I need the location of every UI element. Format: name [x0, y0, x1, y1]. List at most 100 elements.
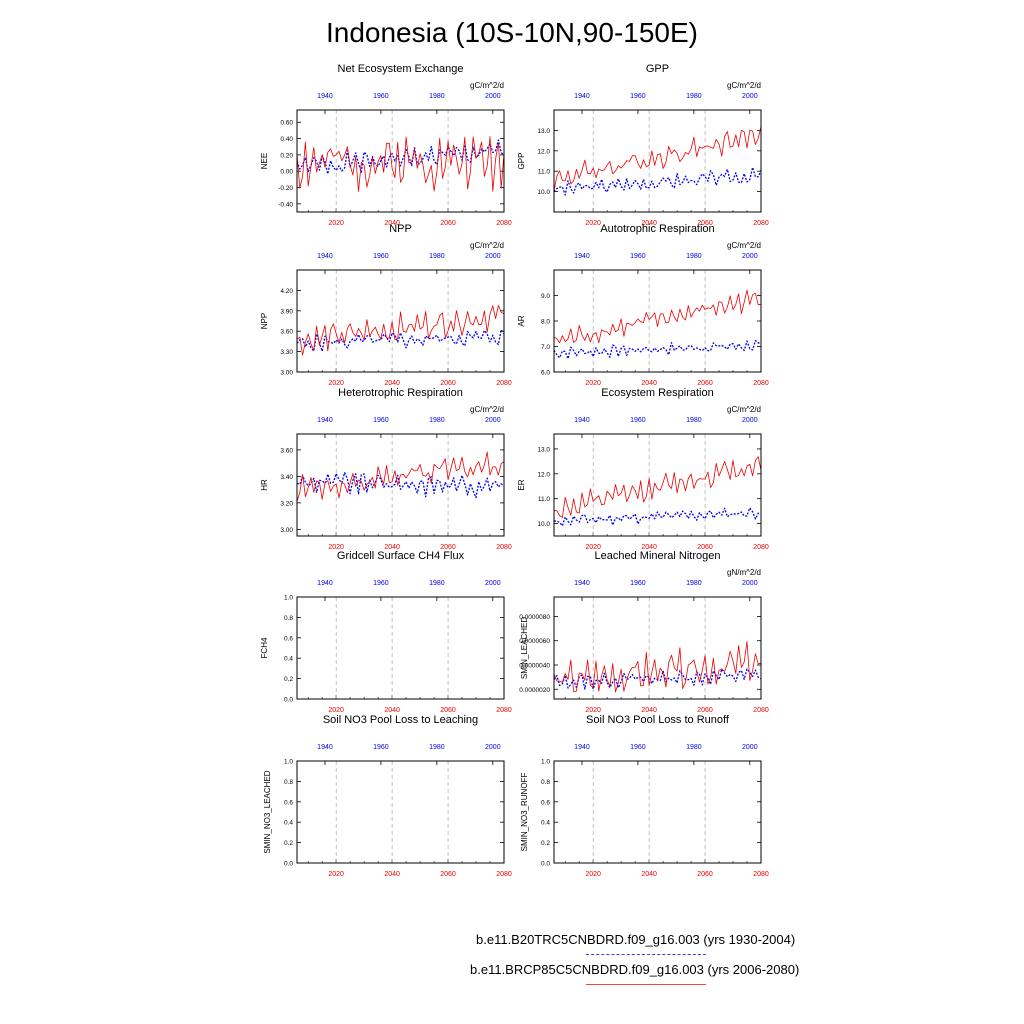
panel-title: Leached Mineral Nitrogen: [595, 550, 721, 562]
legend-historical-label: b.e11.B20TRC5CNBDRD.f09_g16.003 (yrs 193…: [476, 932, 796, 947]
y-tick-label: 0.8: [284, 615, 293, 622]
top-tick-label: 1960: [373, 580, 389, 587]
panel-units: gC/m^2/d: [470, 405, 504, 414]
future-series-line: [296, 451, 505, 502]
bottom-tick-label: 2080: [496, 871, 512, 878]
y-tick-label: 0.8: [284, 779, 293, 786]
chart-panel-8: Leached Mineral Nitrogen gN/m^2/d 1940 1960…: [519, 550, 769, 714]
legend: b.e11.B20TRC5CNBDRD.f09_g16.003 (yrs 193…: [440, 928, 860, 998]
top-tick-label: 1940: [574, 744, 590, 751]
plot-frame: [553, 596, 762, 700]
y-tick-label: 9.0: [541, 293, 550, 300]
y-tick-label: 12.0: [537, 148, 550, 155]
bottom-tick-label: 2040: [384, 544, 400, 551]
y-tick-label: 1.0: [284, 595, 293, 602]
bottom-tick-label: 2020: [328, 380, 344, 387]
top-tick-label: 1960: [373, 93, 389, 100]
panel-title: Autotrophic Respiration: [600, 223, 714, 235]
bottom-tick-label: 2060: [440, 220, 456, 227]
top-tick-label: 2000: [485, 744, 501, 751]
bottom-tick-label: 2060: [440, 707, 456, 714]
page-title: Indonesia (10S-10N,90-150E): [326, 17, 698, 48]
top-tick-label: 1980: [429, 580, 445, 587]
y-tick-label: 3.60: [280, 447, 293, 454]
y-axis-label: SMIN_NO3_LEACHED: [263, 770, 272, 853]
bottom-tick-label: 2060: [440, 871, 456, 878]
y-tick-label: 0.0000040: [519, 663, 550, 670]
y-axis-label: NEE: [260, 153, 269, 169]
top-tick-label: 1940: [574, 93, 590, 100]
y-tick-label: 4.20: [280, 288, 293, 295]
bottom-tick-label: 2020: [585, 707, 601, 714]
y-axis-label: SMIN_LEACHED: [520, 617, 529, 679]
historical-series-line: [296, 472, 505, 499]
chart-panel-2: GPP gC/m^2/d 1940 1960 1980 2000 2020 2040 2060 2…: [517, 63, 769, 227]
panel-units: gC/m^2/d: [727, 405, 761, 414]
bottom-tick-label: 2040: [641, 707, 657, 714]
bottom-tick-label: 2040: [641, 380, 657, 387]
y-tick-label: 0.0: [284, 861, 293, 868]
y-tick-label: 0.60: [280, 120, 293, 127]
bottom-tick-label: 2080: [496, 707, 512, 714]
bottom-tick-label: 2080: [496, 544, 512, 551]
y-tick-label: 0.2: [541, 840, 550, 847]
top-tick-label: 1940: [574, 253, 590, 260]
plot-frame: [553, 433, 762, 537]
y-tick-label: 0.00: [280, 169, 293, 176]
bottom-tick-label: 2060: [697, 871, 713, 878]
panel-title: Soil NO3 Pool Loss to Leaching: [323, 714, 478, 726]
top-tick-label: 1960: [373, 744, 389, 751]
y-tick-label: 0.6: [284, 635, 293, 642]
bottom-tick-label: 2060: [697, 544, 713, 551]
top-tick-label: 1980: [429, 253, 445, 260]
top-tick-label: 1980: [429, 744, 445, 751]
panel-title: Heterotrophic Respiration: [338, 387, 463, 399]
y-tick-label: 3.90: [280, 308, 293, 315]
plot-frame: [296, 760, 505, 864]
top-tick-label: 1980: [429, 93, 445, 100]
chart-panel-10: Soil NO3 Pool Loss to Runoff 1940 1960 1980…: [520, 714, 769, 878]
panel-title: Soil NO3 Pool Loss to Runoff: [586, 714, 730, 726]
future-series-line: [553, 126, 762, 192]
panel-title: Net Ecosystem Exchange: [338, 63, 464, 75]
bottom-tick-label: 2020: [585, 220, 601, 227]
historical-series-line: [553, 339, 762, 360]
future-series-line: [554, 456, 762, 518]
y-tick-label: 0.20: [280, 152, 293, 159]
y-tick-label: -0.20: [278, 185, 293, 192]
bottom-tick-label: 2020: [328, 707, 344, 714]
y-tick-label: 13.0: [537, 446, 550, 453]
y-tick-label: 3.40: [280, 474, 293, 481]
y-tick-label: 0.2: [284, 676, 293, 683]
top-tick-label: 1940: [317, 744, 333, 751]
y-tick-label: 13.0: [537, 128, 550, 135]
y-tick-label: 10.0: [537, 521, 550, 528]
bottom-tick-label: 2020: [328, 544, 344, 551]
y-tick-label: 8.0: [541, 319, 550, 326]
top-tick-label: 1980: [686, 417, 702, 424]
bottom-tick-label: 2040: [384, 871, 400, 878]
y-tick-label: 0.4: [284, 820, 293, 827]
bottom-tick-label: 2060: [440, 544, 456, 551]
top-tick-label: 1940: [574, 580, 590, 587]
panel-title: GPP: [646, 63, 669, 75]
y-tick-label: 0.0: [284, 697, 293, 704]
top-tick-label: 1980: [686, 253, 702, 260]
bottom-tick-label: 2040: [384, 220, 400, 227]
bottom-tick-label: 2080: [496, 380, 512, 387]
bottom-tick-label: 2080: [753, 871, 769, 878]
y-tick-label: 1.0: [284, 759, 293, 766]
y-tick-label: 10.0: [537, 189, 550, 196]
y-tick-label: 3.60: [280, 329, 293, 336]
plot-frame: [296, 269, 505, 373]
top-tick-label: 1960: [630, 417, 646, 424]
y-tick-label: 3.00: [280, 527, 293, 534]
y-axis-label: SMIN_NO3_RUNOFF: [520, 773, 529, 852]
top-tick-label: 2000: [485, 253, 501, 260]
plot-frame: [553, 109, 762, 213]
panel-units: gC/m^2/d: [727, 241, 761, 250]
chart-panel-7: Gridcell Surface CH4 Flux 1940 1960 1980 200…: [260, 550, 512, 714]
legend-future-line: [586, 984, 706, 985]
historical-series-line: [553, 166, 762, 196]
y-tick-label: 0.6: [541, 799, 550, 806]
